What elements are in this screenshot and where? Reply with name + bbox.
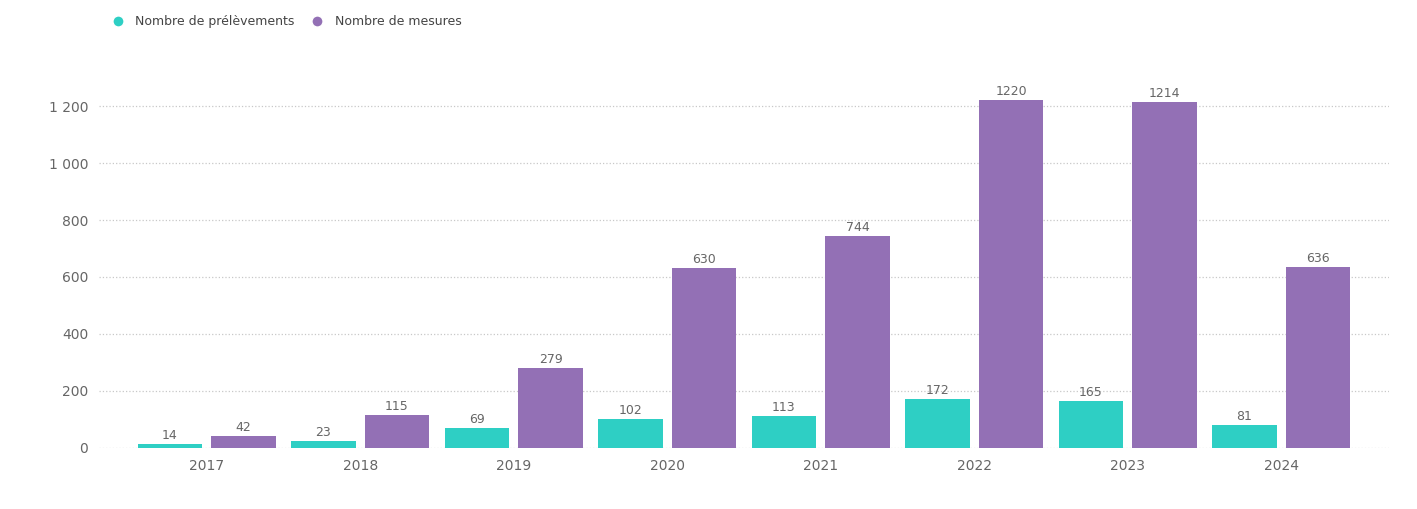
Bar	[1058, 401, 1124, 448]
Bar	[1212, 425, 1277, 448]
Text: 172: 172	[925, 384, 949, 397]
Bar	[364, 415, 429, 448]
Text: 42: 42	[235, 421, 251, 434]
Text: 165: 165	[1078, 386, 1102, 399]
Bar	[519, 369, 582, 448]
Text: 630: 630	[691, 253, 716, 266]
Text: 23: 23	[316, 427, 332, 439]
Bar	[1285, 267, 1350, 448]
Legend: Nombre de prélèvements, Nombre de mesures: Nombre de prélèvements, Nombre de mesure…	[105, 15, 462, 28]
Text: 636: 636	[1306, 252, 1331, 265]
Bar	[672, 268, 737, 448]
Bar	[211, 436, 276, 448]
Text: 14: 14	[162, 429, 177, 442]
Bar	[979, 100, 1043, 448]
Text: 1214: 1214	[1149, 87, 1180, 100]
Text: 744: 744	[846, 221, 870, 234]
Bar	[825, 236, 890, 448]
Text: 279: 279	[538, 353, 563, 366]
Text: 115: 115	[385, 400, 410, 413]
Bar	[1132, 102, 1197, 448]
Bar	[598, 419, 663, 448]
Bar	[137, 444, 203, 448]
Text: 1220: 1220	[995, 86, 1027, 98]
Bar	[445, 428, 509, 448]
Text: 102: 102	[618, 404, 642, 417]
Bar	[905, 399, 969, 448]
Bar	[290, 441, 356, 448]
Bar	[751, 416, 816, 448]
Text: 69: 69	[469, 413, 485, 426]
Text: 81: 81	[1237, 410, 1253, 423]
Text: 113: 113	[772, 401, 796, 414]
